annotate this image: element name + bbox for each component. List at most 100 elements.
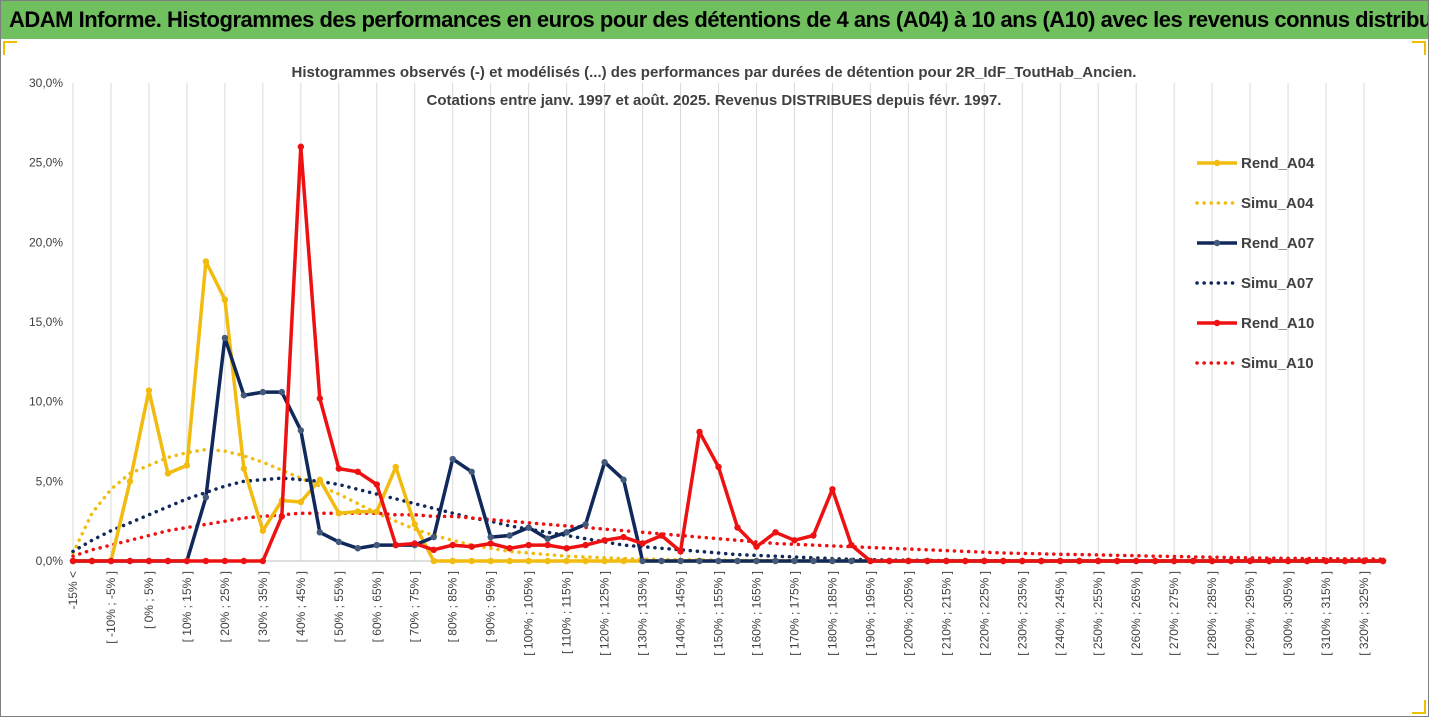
legend-label: Simu_A07 [1241, 275, 1314, 292]
chart-title-line-1: Histogrammes observés (-) et modélisés (… [292, 64, 1137, 81]
legend-marker [1213, 239, 1221, 247]
data-point [164, 470, 172, 477]
x-tick-label: [ 170% ; 175% ] [787, 571, 801, 656]
y-tick-label: 0,0% [36, 554, 64, 568]
data-point [1095, 557, 1102, 565]
data-point [430, 533, 437, 541]
data-point [259, 388, 267, 396]
data-point [240, 465, 248, 472]
data-point [582, 541, 589, 549]
data-point [316, 395, 324, 402]
data-point [278, 513, 286, 520]
data-point [430, 557, 437, 565]
data-point [145, 387, 153, 394]
x-tick-label: [ 250% ; 255% ] [1091, 571, 1105, 656]
data-point [69, 557, 77, 565]
data-point [183, 462, 191, 469]
data-point [791, 557, 798, 565]
data-point [810, 532, 817, 539]
x-tick-label: [ 110% ; 115% ] [560, 571, 574, 654]
data-point [297, 143, 305, 150]
data-point [107, 557, 115, 565]
data-point [639, 540, 646, 547]
chart-title: Histogrammes observés (-) et modélisés (… [292, 64, 1137, 109]
data-point [487, 533, 494, 541]
data-point [734, 557, 741, 565]
data-point [658, 557, 665, 565]
data-point [126, 478, 134, 485]
data-point [202, 557, 210, 565]
x-axis-ticks: -15% < [ -10% ; -5% ] [ 0% ; 5% ] [ 10% ; 1… [66, 571, 1371, 656]
corner-mark-tr [1412, 41, 1426, 55]
x-tick-label: [ 130% ; 135% ] [636, 571, 650, 656]
legend-item: Rend_A10 [1197, 315, 1314, 332]
data-point [335, 465, 342, 472]
data-point [1038, 557, 1045, 565]
x-tick-label: [ 50% ; 55% ] [332, 571, 346, 642]
data-point [620, 533, 627, 541]
x-tick-label: [ 190% ; 195% ] [863, 571, 877, 656]
series-simu-a10 [71, 511, 1385, 561]
corner-mark-br [1412, 700, 1426, 714]
data-point [1284, 557, 1292, 565]
data-point [1189, 557, 1197, 565]
data-point [962, 557, 969, 565]
data-point [563, 529, 570, 536]
x-tick-label: [ 280% ; 285% ] [1205, 571, 1219, 656]
data-point [544, 535, 551, 542]
data-point [848, 541, 855, 549]
y-tick-label: 10,0% [29, 395, 63, 409]
legend: Rend_A04 Simu_A04 Rend_A07 Simu_A07 Rend_A10… [1195, 155, 1315, 372]
data-point [677, 557, 684, 565]
data-point [487, 557, 494, 565]
data-point [487, 540, 494, 547]
x-tick-label: [ 230% ; 235% ] [1015, 571, 1029, 656]
y-tick-label: 15,0% [29, 315, 63, 329]
data-point [506, 532, 513, 539]
x-tick-label: -15% < [66, 571, 80, 609]
legend-item: Rend_A04 [1197, 155, 1315, 172]
data-point [601, 459, 608, 466]
x-tick-label: [ 0% ; 5% ] [142, 571, 156, 629]
data-point [297, 498, 305, 506]
data-point [1057, 557, 1064, 565]
series-line [73, 144, 1383, 563]
x-tick-label: [ 40% ; 45% ] [294, 571, 308, 642]
x-tick-label: [ 260% ; 265% ] [1129, 571, 1143, 656]
x-tick-label: [ 10% ; 15% ] [180, 571, 194, 642]
data-point [202, 258, 210, 265]
data-point [563, 557, 570, 565]
data-point [905, 557, 912, 565]
data-point [563, 545, 570, 552]
data-point [1151, 557, 1159, 565]
data-point [981, 557, 988, 565]
x-tick-label: [ 290% ; 295% ] [1243, 571, 1257, 656]
data-point [88, 557, 96, 565]
data-point [126, 557, 134, 565]
y-tick-label: 30,0% [29, 76, 63, 90]
data-point [810, 557, 817, 565]
x-tick-label: [ 320% ; 325% ] [1357, 571, 1371, 656]
data-point [867, 557, 874, 565]
data-point [1360, 557, 1368, 565]
data-point [620, 557, 627, 565]
data-point [335, 538, 342, 546]
legend-item: Simu_A07 [1195, 275, 1314, 292]
data-point [297, 427, 305, 434]
x-tick-label: [ 220% ; 225% ] [977, 571, 991, 656]
data-point [753, 557, 760, 565]
data-point [943, 557, 950, 565]
data-point [449, 455, 456, 463]
x-tick-label: [ 140% ; 145% ] [674, 571, 688, 656]
x-tick-label: [ 210% ; 215% ] [939, 571, 953, 656]
data-point [1341, 557, 1349, 565]
data-point [278, 388, 286, 396]
series-line [73, 259, 1383, 563]
data-point [240, 392, 248, 399]
data-point [335, 510, 342, 517]
data-point [601, 557, 608, 565]
x-tick-label: [ 20% ; 25% ] [218, 571, 232, 642]
data-point [145, 557, 153, 565]
data-point [582, 521, 589, 528]
